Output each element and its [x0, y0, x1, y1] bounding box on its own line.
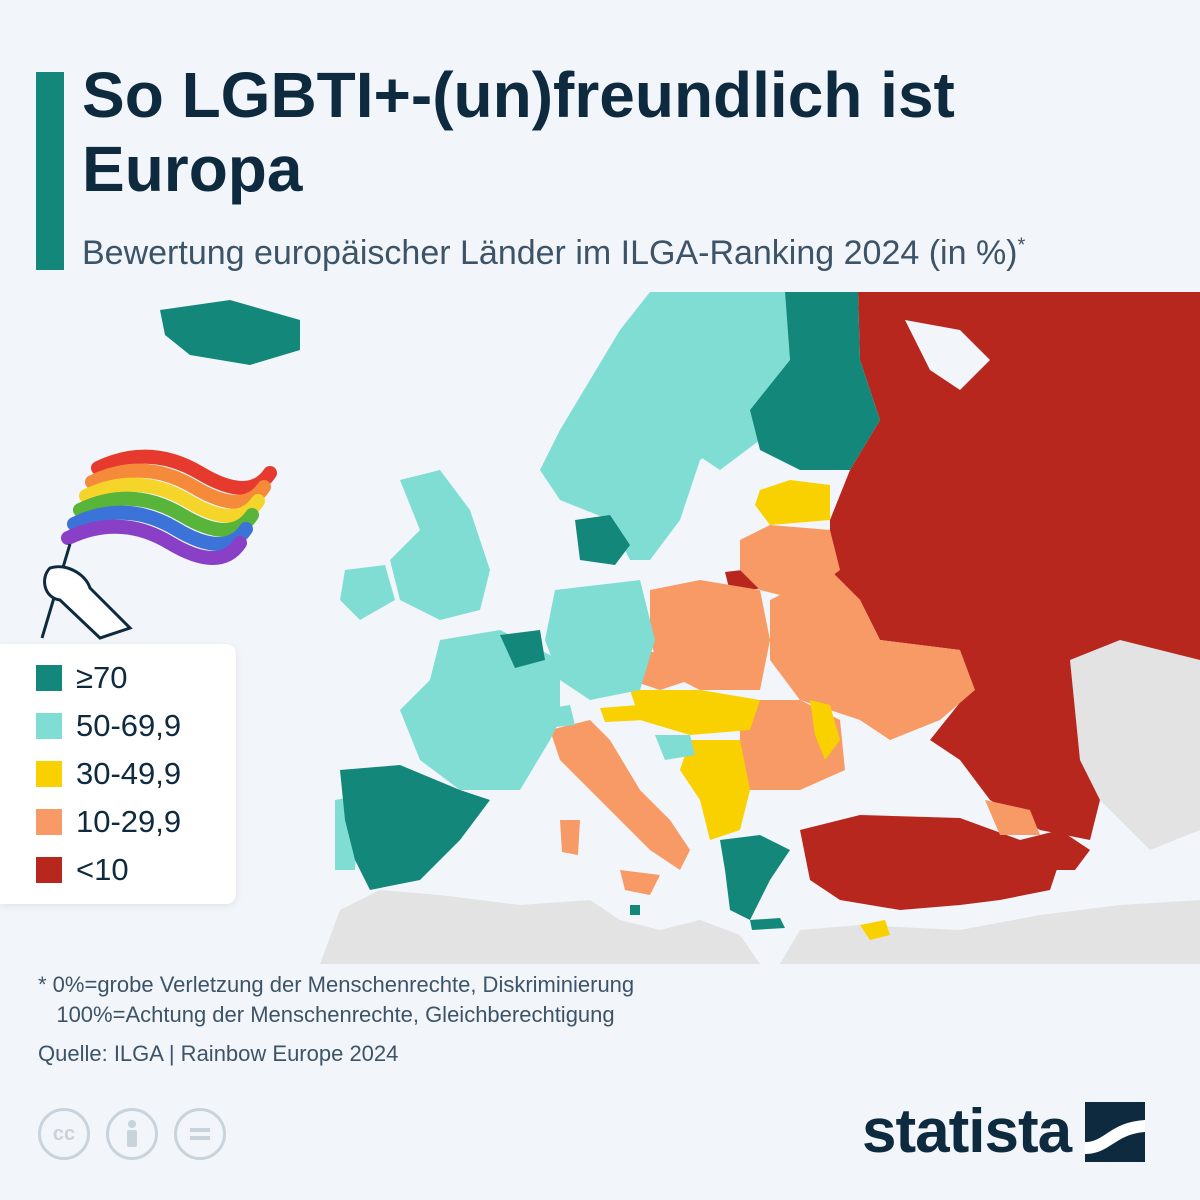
- no-derivatives-icon[interactable]: [174, 1108, 226, 1160]
- footnote-line1: * 0%=grobe Verletzung der Menschenrechte…: [38, 972, 635, 997]
- source-line: Quelle: ILGA | Rainbow Europe 2024: [38, 1041, 399, 1066]
- legend-swatch: [36, 713, 62, 739]
- legend-item-r30-49: 30-49,9: [36, 754, 181, 794]
- page-subtitle: Bewertung europäischer Länder im ILGA-Ra…: [82, 234, 1026, 272]
- legend-label: 10-29,9: [76, 804, 182, 839]
- europe-map: [160, 292, 1200, 964]
- region-ge70: [160, 292, 880, 930]
- region-r30-49: [600, 480, 890, 940]
- legend-item-ge70: ≥70: [36, 658, 128, 698]
- region-lt10: [725, 292, 1200, 910]
- cc-icon-text: cc: [52, 1122, 76, 1145]
- brand-text: statista: [862, 1097, 1072, 1166]
- legend-item-r10-29: 10-29,9: [36, 802, 181, 842]
- non-europe-land: [320, 640, 1200, 964]
- statista-mark-icon: [1085, 1101, 1146, 1162]
- license-icons: cc: [38, 1108, 226, 1160]
- statista-logo[interactable]: statista: [862, 1096, 1146, 1167]
- legend-swatch: [36, 665, 62, 691]
- legend: ≥70 50-69,9 30-49,9 10-29,9 <10: [0, 644, 236, 904]
- legend-swatch: [36, 857, 62, 883]
- cc-icon[interactable]: cc: [38, 1108, 90, 1160]
- legend-label: ≥70: [76, 660, 128, 695]
- legend-label: <10: [76, 852, 129, 887]
- legend-swatch: [36, 761, 62, 787]
- rainbow-flag-icon: [40, 449, 277, 640]
- legend-label: 50-69,9: [76, 708, 182, 743]
- attribution-icon[interactable]: [106, 1108, 158, 1160]
- footnote: * 0%=grobe Verletzung der Menschenrechte…: [38, 970, 634, 1030]
- legend-item-lt10: <10: [36, 850, 129, 890]
- footnote-line2: 100%=Achtung der Menschenrechte, Gleichb…: [38, 1002, 615, 1027]
- legend-item-r50-69: 50-69,9: [36, 706, 181, 746]
- page-title: So LGBTI+-(un)freundlich ist Europa: [82, 59, 955, 205]
- region-r50-69: [335, 292, 790, 870]
- accent-bar: [36, 72, 64, 270]
- legend-label: 30-49,9: [76, 756, 182, 791]
- legend-swatch: [36, 809, 62, 835]
